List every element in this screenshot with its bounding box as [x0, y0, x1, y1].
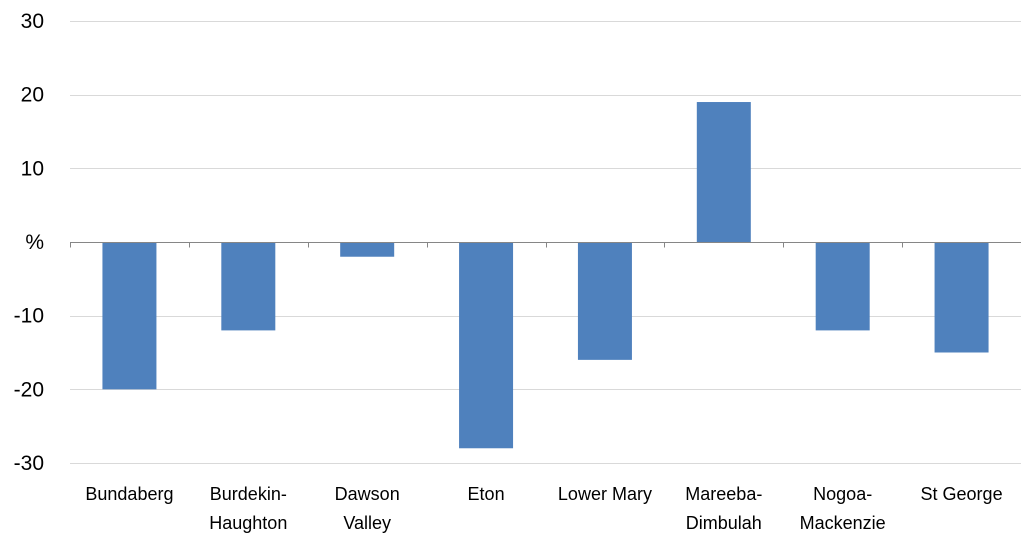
category-label: Burdekin- Haughton — [209, 484, 287, 533]
category-label: St George — [921, 484, 1003, 504]
y-tick-label: -30 — [14, 452, 44, 475]
bar-st-george — [934, 242, 989, 353]
category-label: Eton — [468, 484, 505, 504]
bars — [102, 102, 989, 449]
bar-mareeba-dimbulah — [696, 102, 751, 243]
bar-eton — [459, 242, 514, 449]
category-label-line: Lower Mary — [558, 484, 652, 504]
category-label-line: Nogoa- — [813, 484, 872, 504]
category-label-line: Haughton — [209, 513, 287, 533]
category-label: Nogoa- Mackenzie — [800, 484, 886, 533]
category-label-line: Valley — [343, 513, 391, 533]
bar-burdekin-haughton — [221, 242, 276, 331]
x-axis-category-labels: Bundaberg Burdekin- Haughton Dawson Valley Et… — [85, 484, 1002, 533]
category-label: Bundaberg — [85, 484, 173, 504]
category-label: Lower Mary — [558, 484, 652, 504]
category-label-line: Bundaberg — [85, 484, 173, 504]
bar-bundaberg — [102, 242, 157, 390]
category-label-line: Mareeba- — [685, 484, 762, 504]
y-tick-label: % — [25, 231, 44, 254]
category-label: Mareeba- Dimbulah — [685, 484, 762, 533]
category-label-line: Mackenzie — [800, 513, 886, 533]
y-tick-label: 30 — [21, 10, 44, 33]
bar-lower-mary — [577, 242, 632, 360]
y-tick-label: -10 — [14, 305, 44, 328]
category-label-line: St George — [921, 484, 1003, 504]
x-axis — [70, 242, 1021, 248]
category-label: Dawson Valley — [335, 484, 400, 533]
category-label-line: Dawson — [335, 484, 400, 504]
y-tick-label: 10 — [21, 157, 44, 180]
category-label-line: Dimbulah — [686, 513, 762, 533]
y-tick-label: 20 — [21, 84, 44, 107]
y-tick-label: -20 — [14, 378, 44, 401]
y-axis-tick-labels: 30 20 10% -10 -20 -30 — [14, 10, 44, 475]
category-label-line: Burdekin- — [210, 484, 287, 504]
category-label-line: Eton — [468, 484, 505, 504]
bar-dawson-valley — [340, 242, 395, 257]
bar-nogoa-mackenzie — [815, 242, 870, 331]
